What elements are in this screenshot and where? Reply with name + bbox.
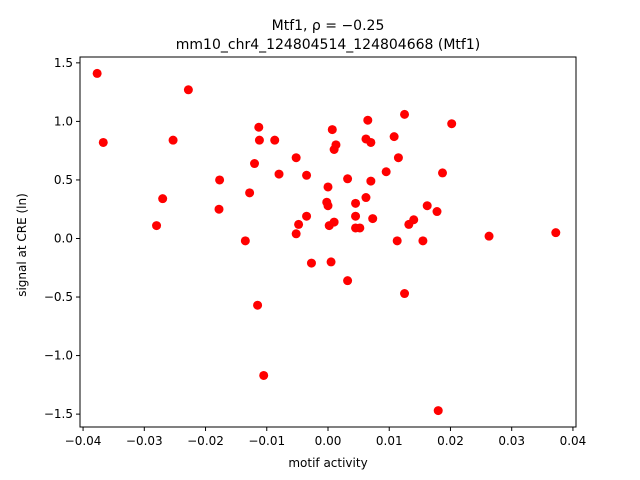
data-point [392, 236, 402, 246]
x-tick-label: 0.00 [315, 434, 342, 448]
x-tick-label: 0.04 [560, 434, 587, 448]
x-tick-label: 0.02 [437, 434, 464, 448]
data-point [433, 406, 443, 416]
data-point [361, 193, 371, 203]
data-point [326, 257, 336, 267]
y-tick-label: 1.0 [54, 114, 73, 128]
data-point [250, 159, 260, 169]
data-point [294, 219, 304, 229]
data-point [366, 137, 376, 147]
y-tick-label: −1.5 [44, 407, 73, 421]
data-point [245, 188, 255, 198]
data-point [214, 204, 224, 214]
data-point [152, 221, 162, 231]
y-tick-label: 0.0 [54, 231, 73, 245]
data-point [259, 370, 269, 380]
x-axis-label: motif activity [288, 456, 367, 470]
y-tick-label: −0.5 [44, 290, 73, 304]
data-point [343, 276, 353, 286]
data-point [331, 140, 341, 150]
data-point [389, 132, 399, 142]
data-point [240, 236, 250, 246]
x-tick-label: 0.01 [376, 434, 403, 448]
x-tick-label: −0.03 [126, 434, 163, 448]
data-point [393, 153, 403, 163]
data-point [381, 167, 391, 177]
data-point [368, 214, 378, 224]
data-point [329, 217, 339, 227]
x-tick-label: −0.02 [187, 434, 224, 448]
data-point [274, 169, 284, 179]
y-tick-label: 1.5 [54, 56, 73, 70]
data-point [291, 229, 301, 239]
y-tick-label: −1.0 [44, 349, 73, 363]
data-point [92, 68, 102, 78]
data-point [409, 215, 419, 225]
x-tick-label: −0.01 [248, 434, 285, 448]
plot-area: −0.04 −0.03 −0.02 −0.01 0.00 0.01 0.02 0.03 0.04… [44, 56, 586, 448]
data-point [343, 174, 353, 184]
data-point [327, 125, 337, 135]
data-point [323, 182, 333, 192]
data-point [351, 211, 361, 221]
data-point [363, 115, 373, 125]
data-point [302, 211, 312, 221]
data-point [270, 135, 280, 145]
y-tick-label: 0.5 [54, 173, 73, 187]
data-point [400, 109, 410, 119]
data-point [253, 300, 263, 310]
y-axis-label: signal at CRE (ln) [15, 193, 29, 297]
data-point [551, 228, 561, 238]
data-point [168, 135, 178, 145]
data-point [254, 135, 264, 145]
x-tick-label: 0.03 [498, 434, 525, 448]
data-point [254, 122, 264, 132]
data-point [351, 198, 361, 208]
data-point [291, 153, 301, 163]
data-point [422, 201, 432, 211]
data-point [302, 170, 312, 180]
data-point [323, 201, 333, 211]
data-point [438, 168, 448, 178]
data-point [158, 194, 168, 204]
data-point [355, 223, 365, 233]
data-point [215, 175, 225, 185]
data-point [418, 236, 428, 246]
data-point [400, 289, 410, 299]
chart-title-line1: Mtf1, ρ = −0.25 [272, 18, 385, 34]
data-point [432, 207, 442, 217]
data-point [484, 231, 494, 241]
data-point [366, 176, 376, 186]
data-point [447, 119, 457, 129]
x-tick-label: −0.04 [65, 434, 102, 448]
data-point [306, 258, 316, 268]
chart-title-line2: mm10_chr4_124804514_124804668 (Mtf1) [176, 37, 480, 53]
data-point [98, 137, 108, 147]
data-point [183, 85, 193, 95]
